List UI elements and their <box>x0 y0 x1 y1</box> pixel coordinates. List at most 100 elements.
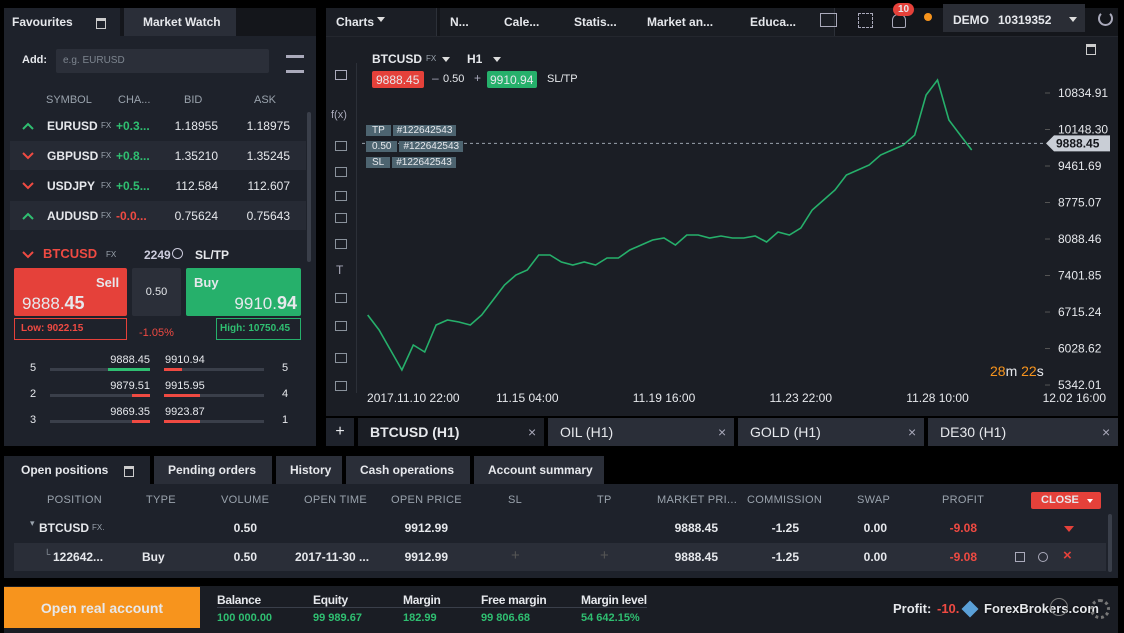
bid: 0.75624 <box>174 209 218 223</box>
list-icon[interactable] <box>286 55 304 73</box>
close-label: CLOSE <box>1041 494 1079 506</box>
tool[interactable] <box>335 381 347 391</box>
stop-loss-id: #122642543 <box>392 157 456 168</box>
tool[interactable] <box>335 239 347 249</box>
column-header: COMMISSION <box>747 494 823 506</box>
tab-label[interactable]: Charts <box>336 15 375 29</box>
chart-tab[interactable]: DE30 (H1) × <box>928 418 1118 446</box>
tab-label[interactable]: N... <box>450 15 469 29</box>
tab[interactable] <box>4 8 120 36</box>
tool[interactable] <box>335 141 347 151</box>
bell-icon[interactable] <box>892 14 906 28</box>
search-input[interactable]: e.g. EURUSD <box>56 49 269 73</box>
tool[interactable] <box>335 167 347 177</box>
sl-add[interactable]: + <box>511 547 520 564</box>
chart-sell[interactable]: 9888.45 <box>372 71 424 88</box>
tool[interactable] <box>335 293 347 303</box>
chart-tab[interactable]: GOLD (H1) × <box>738 418 924 446</box>
power-icon[interactable] <box>1098 11 1113 26</box>
chart-buy-price: 9910.94 <box>490 73 534 87</box>
fullscreen-icon[interactable] <box>858 13 873 28</box>
tp-add[interactable]: + <box>600 547 609 564</box>
close-icon[interactable]: × <box>718 424 727 440</box>
symbol-type: FX <box>101 211 112 220</box>
tab[interactable] <box>740 8 835 36</box>
tool[interactable] <box>335 70 347 80</box>
market-price: 9888.45 <box>674 521 718 535</box>
countdown-unit: m <box>1005 363 1018 379</box>
buy-button[interactable]: Buy 9910.94 <box>186 268 301 316</box>
symbol[interactable]: EURUSD <box>47 119 98 133</box>
chart-symbol[interactable]: BTCUSD <box>372 52 422 66</box>
tab[interactable]: Pending orders <box>154 456 272 484</box>
column-header: TP <box>597 494 612 506</box>
tab[interactable]: Account summary <box>474 456 604 484</box>
close-icon[interactable]: × <box>1102 424 1111 440</box>
tab-label[interactable]: Cale... <box>504 15 540 29</box>
chart-tab-label: BTCUSD (H1) <box>370 424 460 440</box>
symbol[interactable]: USDJPY <box>47 179 96 193</box>
tab-label[interactable]: Market an... <box>647 15 714 29</box>
chart-tab[interactable]: BTCUSD (H1) × <box>358 418 544 446</box>
tool[interactable] <box>335 353 347 363</box>
position: 0.50 #122642543 <box>366 138 464 152</box>
tab[interactable] <box>124 8 236 36</box>
profit-label: Profit: <box>893 601 932 616</box>
tool-label[interactable]: f(x) <box>331 109 347 121</box>
chart-buy[interactable]: 9910.94 <box>487 71 537 88</box>
y-tick-label: 6715.24 <box>1058 305 1102 319</box>
tab[interactable]: Open positions <box>4 456 150 484</box>
tool-label[interactable]: T <box>336 263 344 277</box>
tab-label[interactable]: Market Watch <box>143 15 221 29</box>
tool[interactable] <box>335 213 347 223</box>
close-all-button[interactable]: CLOSE <box>1031 492 1101 509</box>
tab[interactable] <box>326 8 437 36</box>
position: BTCUSD <box>39 521 89 535</box>
tab[interactable] <box>494 8 575 36</box>
tool[interactable] <box>335 191 347 201</box>
sell-button[interactable]: Sell 9888.45 <box>14 268 127 316</box>
change: +0.8... <box>116 149 150 163</box>
tool[interactable] <box>335 321 347 331</box>
symbol[interactable]: GBPUSD <box>47 149 99 163</box>
sltp[interactable]: SL/TP <box>195 248 230 262</box>
metrics-divider <box>217 607 647 608</box>
chart-tab[interactable]: OIL (H1) × <box>548 418 734 446</box>
countdown-unit: s <box>1036 363 1044 379</box>
copy-icon[interactable] <box>1015 552 1025 562</box>
close-icon[interactable]: × <box>528 424 537 440</box>
search-icon[interactable] <box>1038 552 1048 562</box>
chart-sltp[interactable]: SL/TP <box>547 73 578 85</box>
tab-label[interactable]: Favourites <box>12 15 73 29</box>
tab-label[interactable]: Educa... <box>750 15 797 29</box>
row-bg <box>10 201 306 230</box>
plus[interactable]: + <box>474 71 482 85</box>
timeframe[interactable]: H1 <box>467 52 483 66</box>
account-selector[interactable]: DEMO 10319352 <box>943 4 1085 32</box>
dropdown-caret <box>442 57 450 66</box>
expand-icon[interactable] <box>1064 526 1074 537</box>
close-icon[interactable]: × <box>1063 547 1072 564</box>
open-account-button[interactable]: Open real account <box>4 587 200 628</box>
info-icon <box>172 248 183 259</box>
depth-bar <box>132 420 150 423</box>
layout-icon[interactable] <box>820 13 837 27</box>
arrow <box>22 182 34 190</box>
panel-controls[interactable] <box>1086 44 1096 55</box>
add-chart[interactable]: + <box>326 418 354 446</box>
tab[interactable] <box>564 8 649 36</box>
minus[interactable]: – <box>432 71 439 85</box>
type: Buy <box>142 550 165 564</box>
depth-ask: 9923.87 <box>165 406 205 418</box>
tab-label[interactable]: Statis... <box>574 15 617 29</box>
symbol[interactable]: AUDUSD <box>47 209 99 223</box>
tab[interactable]: History <box>276 456 342 484</box>
tab[interactable]: Cash operations <box>346 456 470 484</box>
y-tick-label: 7401.85 <box>1058 269 1102 283</box>
footer: Open real account Balance 100 000.00 Equity… <box>4 586 1118 633</box>
close-icon[interactable]: × <box>908 424 917 440</box>
add-label: Add: <box>22 54 48 66</box>
settings-icon[interactable] <box>1090 599 1110 619</box>
help-icon[interactable] <box>1050 598 1068 616</box>
